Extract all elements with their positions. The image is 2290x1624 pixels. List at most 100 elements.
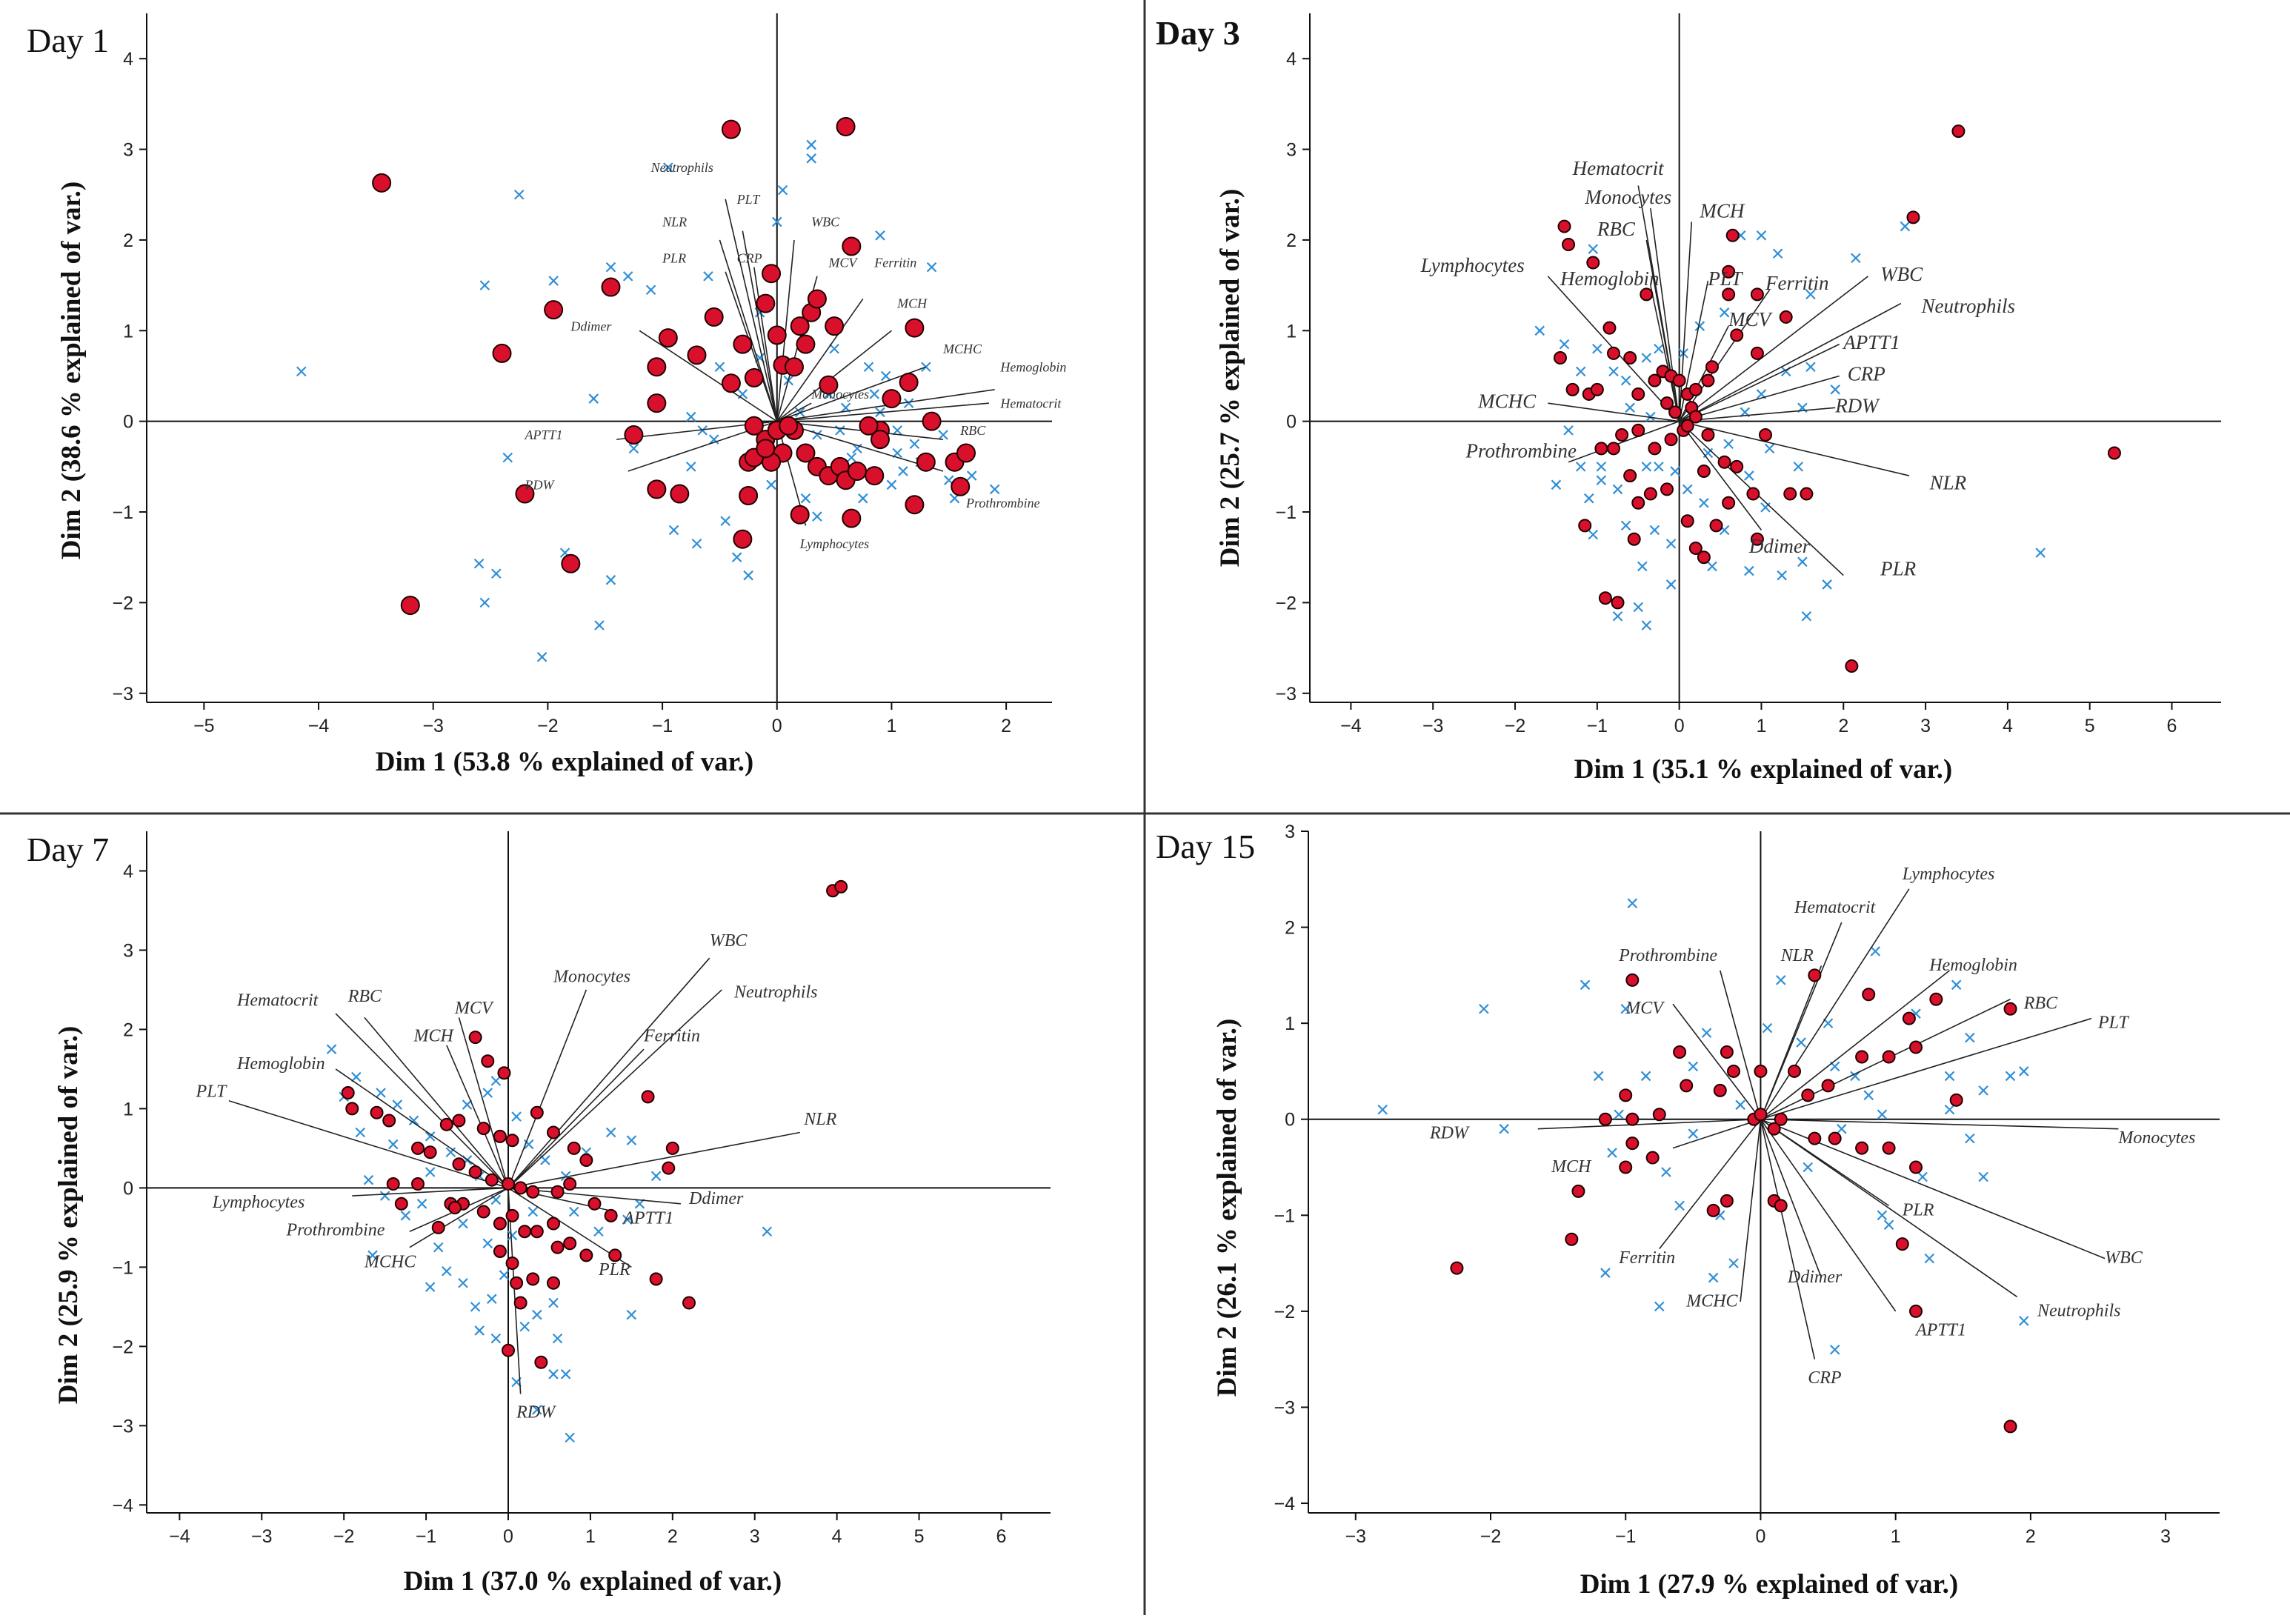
observation-point	[762, 264, 782, 284]
observation-point	[502, 1343, 515, 1357]
variable-label-ferritin: Ferritin	[643, 1026, 700, 1045]
loading-vector-mchc	[1740, 1119, 1762, 1302]
observation-point	[1720, 1045, 1734, 1059]
y-axis-title-day3: Dim 2 (25.7 % explained of var.)	[1215, 189, 1245, 567]
y-tick-label: −2	[1275, 593, 1297, 613]
variable-cross-marker	[1594, 1071, 1604, 1082]
variable-cross-marker	[708, 434, 719, 445]
observation-point	[1594, 442, 1608, 456]
observation-point	[662, 1161, 676, 1175]
observation-point	[1808, 968, 1822, 982]
variable-label-mch: MCH	[1551, 1157, 1592, 1177]
variable-cross-marker	[1640, 1071, 1651, 1082]
variable-cross-marker	[875, 230, 885, 241]
y-tick-label: 4	[123, 49, 133, 70]
loading-vector-prothrombine	[776, 420, 944, 472]
x-tick-label: 2	[668, 1526, 678, 1547]
variable-label-rbc: RBC	[347, 987, 382, 1006]
observation-point	[382, 1114, 396, 1128]
y-tick-label: 2	[1285, 918, 1295, 939]
observation-point	[649, 1272, 663, 1286]
biplot-day7: −4 −3 −2 −1 0 1 2 3 4 5 6 −4 −3 −2 −1 0 1 2 3 4 WBC Monocytes…	[112, 831, 1051, 1547]
observation-point	[431, 1220, 445, 1234]
observation-point	[721, 373, 741, 393]
variable-cross-marker	[626, 1135, 637, 1145]
variable-cross-marker	[1607, 1148, 1617, 1158]
x-tick-label: 2	[2026, 1526, 2036, 1547]
variable-cross-marker	[909, 439, 920, 450]
x-tick-label: 1	[585, 1526, 596, 1547]
observation-point	[1951, 124, 1966, 139]
observation-point	[394, 1197, 408, 1211]
loading-vector-plt	[228, 1099, 509, 1189]
observation-point	[411, 1141, 425, 1155]
variable-cross-marker	[548, 1297, 559, 1308]
variable-cross-marker	[886, 479, 897, 490]
x-tick-label: 0	[1674, 716, 1685, 736]
observation-point	[1607, 346, 1620, 360]
observation-point	[1730, 328, 1744, 342]
observation-point	[1607, 442, 1620, 456]
variable-cross-marker	[1830, 385, 1840, 395]
x-tick-label: −3	[1345, 1526, 1367, 1547]
variable-cross-marker	[1870, 946, 1881, 956]
y-tick-label: −2	[1274, 1302, 1295, 1322]
y-tick-label: −2	[112, 1337, 133, 1357]
variable-label-plt: PLT	[736, 192, 762, 207]
observation-point	[1450, 1261, 1464, 1275]
variable-cross-marker	[846, 452, 857, 463]
variable-label-wbc: WBC	[1880, 263, 1923, 285]
observation-point	[468, 1031, 482, 1045]
x-tick-label: 0	[1755, 1526, 1765, 1547]
observation-point	[865, 466, 885, 486]
observation-point	[1774, 1112, 1788, 1126]
observation-point	[1720, 1194, 1734, 1208]
variable-cross-marker	[1641, 620, 1652, 630]
variable-cross-marker	[650, 1171, 662, 1182]
variable-label-ferritin: Ferritin	[873, 256, 916, 270]
variable-cross-marker	[490, 1333, 502, 1344]
variable-cross-marker	[458, 1277, 468, 1288]
variable-label-aptt1: APTT1	[1914, 1320, 1966, 1340]
loading-vector-nlr	[507, 1131, 800, 1189]
observation-point	[756, 439, 776, 459]
observation-point	[1705, 360, 1719, 374]
observation-point	[647, 479, 667, 499]
variable-label-plt: PLT	[1707, 267, 1743, 290]
loading-vector-mchc	[1548, 402, 1680, 422]
y-tick-label: −2	[112, 593, 133, 613]
observation-point	[526, 1272, 540, 1286]
observation-point	[1557, 219, 1571, 233]
variable-cross-marker	[474, 1325, 485, 1336]
observation-point	[1882, 1141, 1896, 1155]
variable-label-hemoglobin: Hemoglobin	[999, 359, 1066, 374]
variable-cross-marker	[433, 1242, 444, 1253]
variable-cross-marker	[1641, 353, 1652, 363]
variable-cross-marker	[1608, 366, 1619, 377]
variable-label-aptt1: APTT1	[1842, 331, 1900, 353]
x-tick-label: 0	[503, 1526, 513, 1547]
variable-cross-marker	[482, 1088, 493, 1098]
observation-point	[530, 1225, 544, 1239]
variable-cross-marker	[1978, 1085, 1988, 1096]
variable-cross-marker	[1670, 466, 1680, 476]
observation-point	[1779, 310, 1793, 324]
observation-point	[1906, 210, 1920, 224]
loading-vector-rdw	[1537, 1118, 1761, 1130]
observation-point	[1562, 238, 1576, 252]
variable-cross-marker	[852, 443, 862, 454]
variable-label-rdw: RDW	[516, 1403, 556, 1422]
variable-label-wbc: WBC	[811, 215, 840, 230]
variable-cross-marker	[1620, 1003, 1631, 1014]
y-tick-label: 3	[1286, 140, 1297, 161]
observation-point	[665, 1141, 679, 1155]
variable-cross-marker	[1479, 1003, 1489, 1014]
variable-cross-marker	[1534, 325, 1545, 336]
variable-cross-marker	[1633, 602, 1644, 613]
observation-point	[1668, 405, 1682, 419]
observation-point	[497, 1066, 511, 1080]
observation-point	[956, 443, 976, 463]
observation-point	[687, 345, 707, 365]
observation-point	[447, 1201, 462, 1215]
observation-point	[647, 393, 667, 413]
